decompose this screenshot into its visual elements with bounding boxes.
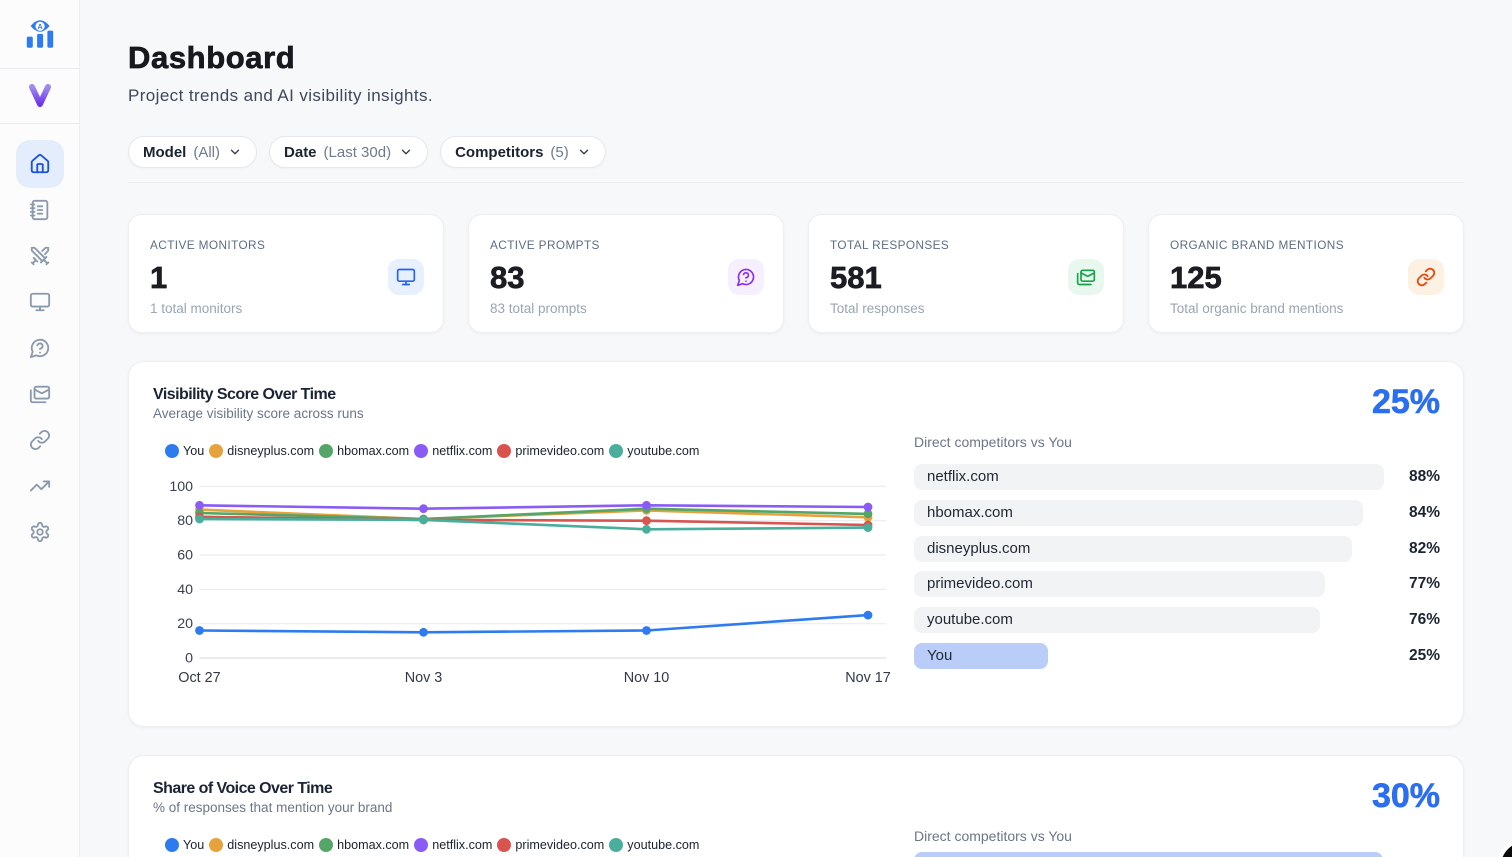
svg-text:Nov 10: Nov 10 xyxy=(624,670,670,686)
svg-text:40: 40 xyxy=(177,582,193,598)
svg-text:Oct 27: Oct 27 xyxy=(178,670,220,686)
svg-text:Nov 3: Nov 3 xyxy=(405,670,443,686)
svg-text:100: 100 xyxy=(169,479,193,495)
svg-text:A: A xyxy=(37,22,42,31)
svg-text:60: 60 xyxy=(177,548,193,564)
svg-text:80: 80 xyxy=(177,513,193,529)
svg-text:Nov 17: Nov 17 xyxy=(845,670,891,686)
svg-text:0: 0 xyxy=(185,651,193,667)
svg-text:20: 20 xyxy=(177,616,193,632)
